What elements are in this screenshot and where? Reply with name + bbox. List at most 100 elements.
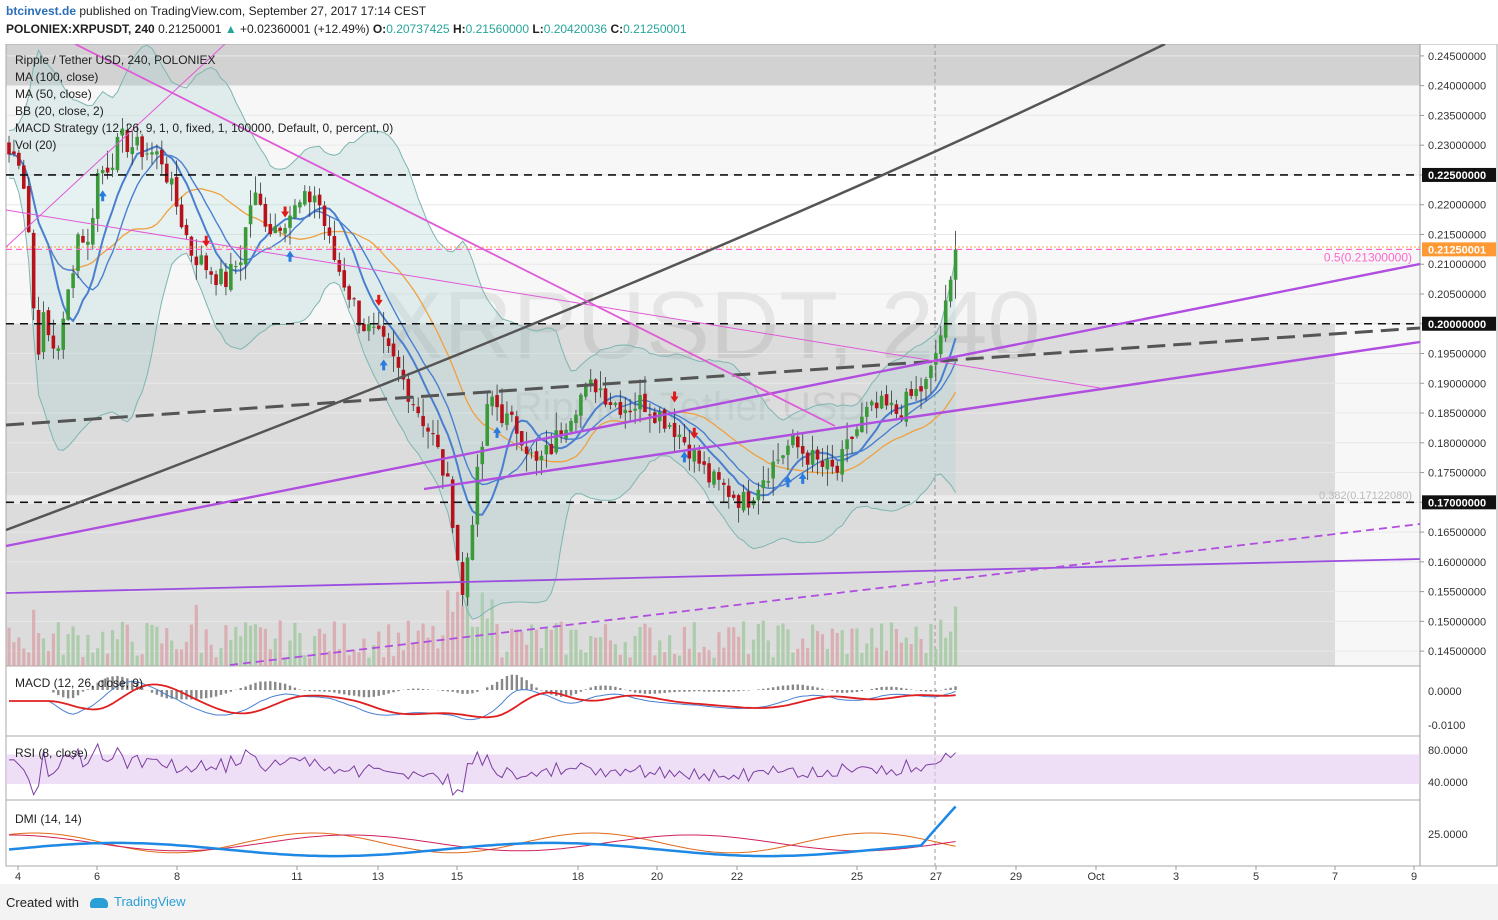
macd-hist-bar — [530, 683, 533, 690]
volume-bar — [81, 656, 85, 666]
candle-body — [692, 448, 697, 462]
volume-bar — [692, 622, 696, 666]
macd-hist-bar — [510, 674, 514, 690]
macd-hist-bar — [160, 690, 164, 697]
candle-body — [593, 379, 598, 393]
volume-bar — [633, 635, 637, 666]
dmi-pane[interactable]: 25.0000 — [8, 805, 1468, 858]
volume-bar — [288, 640, 292, 666]
tradingview-link[interactable]: TradingView — [90, 894, 186, 909]
candle-body — [505, 413, 509, 425]
macd-hist-bar — [126, 678, 129, 690]
candle-body — [56, 348, 61, 352]
trend-dashed-line — [5, 326, 1421, 427]
ma100-line — [8, 153, 957, 474]
volume-bar — [421, 623, 425, 666]
candle-body — [500, 404, 504, 424]
macd-pane-label[interactable]: MACD (12, 26, close, 9) — [15, 676, 144, 690]
level-label: 0.22500000 — [1428, 170, 1486, 182]
candle-body — [51, 335, 56, 349]
candle-body — [115, 136, 120, 171]
macd-hist-bar — [303, 690, 306, 691]
macd-hist-bar — [954, 686, 957, 690]
macd-hist-bar — [288, 685, 292, 690]
macd-hist-bar — [239, 688, 242, 690]
macd-hist-bar — [722, 690, 726, 692]
fib-band — [6, 495, 1335, 505]
candle-body — [672, 422, 677, 437]
candle-body — [904, 391, 909, 422]
volume-bar — [298, 632, 302, 666]
candle-body — [677, 434, 682, 438]
candle-body — [579, 394, 583, 416]
level-label: 0.20000000 — [1428, 319, 1486, 331]
time-tick-label: 6 — [94, 871, 100, 883]
volume-bar — [549, 629, 553, 666]
macd-hist-bar — [648, 690, 652, 694]
macd-hist-bar — [180, 690, 183, 700]
candle-body — [736, 495, 741, 508]
volume-bar — [618, 654, 622, 666]
volume-bar — [332, 621, 336, 666]
candle-body — [7, 142, 11, 155]
high-label: H: — [452, 22, 466, 36]
price-change: +0.02360001 (+12.49%) — [240, 22, 370, 36]
volume-bar — [825, 648, 829, 666]
author-link[interactable]: btcinvest.de — [6, 4, 77, 18]
macd-hist-bar — [490, 684, 494, 690]
price-axis[interactable]: 0.24500000 0.24000000 0.23500000 0.23000000… — [1420, 51, 1496, 658]
candle-body — [125, 129, 130, 152]
fib-label-0382: 0.382(0.17122080) — [1319, 490, 1412, 502]
macd-hist-bar — [638, 690, 642, 694]
candle-body — [889, 402, 894, 406]
chart-canvas[interactable]: XRPUSDT, 240 Ripple / Tether USD 0.5(0.2… — [0, 44, 1498, 884]
candle-body — [702, 461, 706, 465]
volume-bar — [904, 637, 908, 666]
volume-bar — [91, 652, 95, 666]
macd-hist-bar — [76, 690, 80, 696]
macd-hist-bar — [219, 690, 223, 695]
macd-hist-bar — [525, 680, 528, 690]
candle-body — [41, 312, 46, 353]
macd-hist-bar — [614, 686, 617, 690]
time-tick-label: 15 — [451, 871, 463, 883]
volume-bar — [441, 635, 445, 666]
rsi-pane[interactable]: 80.0000 40.0000 — [6, 742, 1468, 797]
level-badge — [1422, 316, 1496, 331]
level-label: 0.17000000 — [1428, 497, 1486, 509]
volume-bar — [944, 637, 948, 666]
candle-body — [884, 394, 889, 406]
macd-hist-bar — [333, 690, 336, 693]
volume-bar — [273, 638, 277, 666]
candle-body — [135, 136, 139, 146]
macd-hist-bar — [737, 690, 740, 692]
candle-body — [293, 205, 297, 218]
change-arrow-icon: ▲ — [224, 22, 237, 36]
candle-body — [869, 401, 874, 406]
macd-hist-bar — [367, 690, 371, 698]
volume-bar — [32, 609, 36, 666]
rsi-pane-label[interactable]: RSI (8, close) — [15, 746, 88, 760]
dmi-pane-label[interactable]: DMI (14, 14) — [15, 812, 82, 826]
volume-bar — [746, 654, 751, 666]
buy-signal-icon — [783, 476, 792, 488]
macd-hist-bar — [106, 677, 109, 690]
volume-bar — [702, 646, 706, 666]
macd-hist-bar — [382, 690, 385, 695]
macd-hist-bar — [57, 690, 60, 696]
macd-hist-bar — [96, 682, 99, 690]
macd-hist-bar — [929, 690, 933, 692]
candle-body — [376, 325, 381, 329]
candle-body — [169, 178, 174, 185]
volume-bar — [722, 647, 726, 666]
candle-body — [160, 149, 164, 165]
volume-bar — [579, 649, 583, 666]
trend-line-upper — [5, 262, 1421, 548]
macd-hist-bar — [426, 689, 430, 690]
time-axis[interactable]: 4 6 8 11 13 15 18 20 22 25 27 29 Oct 3 5 7 9 — [15, 866, 1417, 883]
bb-lower — [8, 177, 957, 620]
macd-hist-bar — [520, 677, 523, 690]
volume-bar — [653, 655, 657, 666]
volume-bar — [623, 642, 627, 666]
macd-pane[interactable]: 0.0000 -0.0100 — [9, 674, 1465, 732]
